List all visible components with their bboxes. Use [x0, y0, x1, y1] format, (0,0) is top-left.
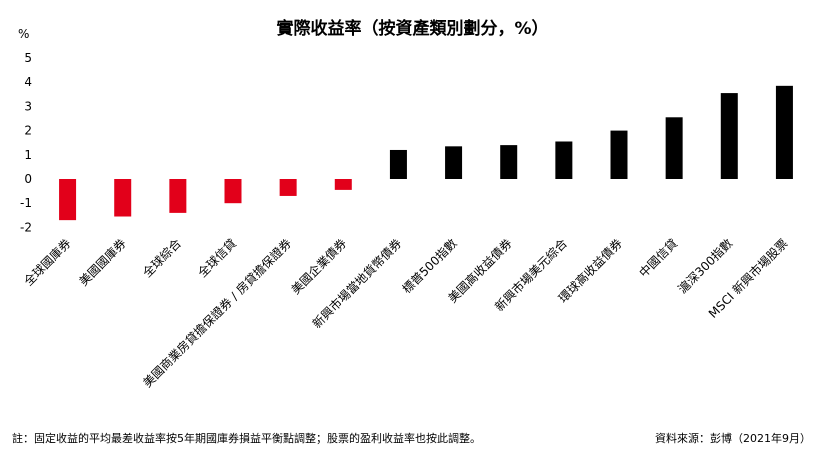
- x-tick-label: 滬深300指數: [675, 236, 736, 297]
- bar-9: [555, 141, 573, 179]
- bar-5: [334, 179, 352, 190]
- bar-11: [665, 117, 683, 179]
- y-tick-label: -2: [20, 220, 32, 234]
- x-tick-label: 中國信貸: [636, 236, 681, 281]
- bar-0: [59, 179, 77, 221]
- y-tick-label: 3: [24, 99, 32, 113]
- bar-3: [224, 179, 242, 204]
- x-tick-label: 全球信貸: [195, 236, 240, 281]
- bar-10: [610, 130, 628, 179]
- x-tick-label: 標普500指數: [399, 236, 460, 297]
- chart-title: 實際收益率（按資產類別劃分，%）: [276, 19, 549, 39]
- bar-8: [500, 145, 518, 179]
- y-tick-label: -1: [20, 196, 32, 210]
- bar-12: [720, 93, 738, 179]
- x-tick-label: 新興市場當地貨幣債券: [309, 236, 404, 331]
- footnote: 註：固定收益的平均最差收益率按5年期國庫券損益平衡點調整；股票的盈利收益率也按此…: [12, 432, 481, 445]
- bar-13: [775, 85, 793, 179]
- x-tick-label: 美國企業債券: [288, 236, 350, 298]
- y-tick-label: 5: [24, 51, 32, 65]
- y-tick-label: 0: [24, 172, 32, 186]
- y-tick-label: 1: [24, 148, 32, 162]
- bars: [59, 85, 793, 221]
- y-axis: % 5 4 3 2 1 0 -1 -2: [18, 27, 32, 234]
- y-axis-unit: %: [18, 27, 29, 41]
- x-tick-label: 美國國庫券: [76, 236, 129, 289]
- source-note: 資料來源：彭博（2021年9月）: [655, 432, 811, 445]
- x-tick-label: 全球國庫券: [21, 236, 74, 289]
- bar-1: [114, 179, 132, 217]
- x-tick-label: 全球綜合: [139, 236, 184, 281]
- y-tick-label: 4: [24, 75, 32, 89]
- y-tick-label: 2: [24, 124, 32, 138]
- bar-7: [445, 146, 463, 179]
- bar-2: [169, 179, 187, 213]
- bar-4: [279, 179, 297, 196]
- bar-6: [389, 149, 407, 179]
